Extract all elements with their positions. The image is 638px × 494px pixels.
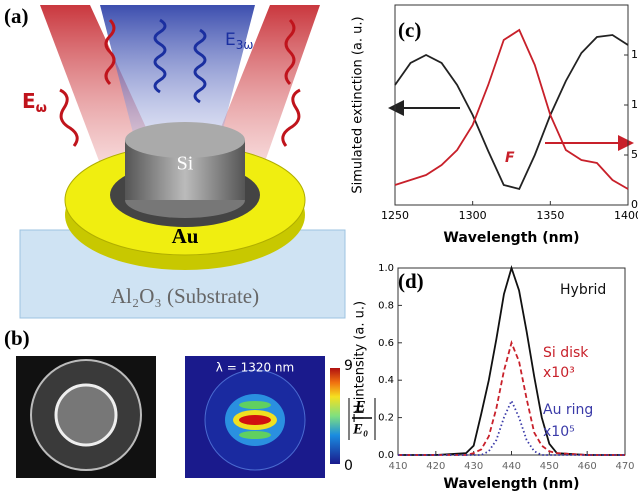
y2-tick-label: 1 [631, 98, 638, 111]
field-blob [239, 401, 271, 409]
series-line [394, 34, 629, 191]
e-omega-sub: ω [36, 101, 47, 116]
e-3omega-main: E [225, 30, 236, 50]
y2-tick-label: 0 [631, 198, 638, 211]
x-axis-label: Wavelength (nm) [443, 230, 579, 246]
series-line [394, 28, 629, 190]
x-tick-label: 1300 [459, 209, 487, 222]
y-tick-label: 0.0 [378, 450, 394, 461]
panel-label: (a) [4, 4, 29, 28]
y-tick-label: 1.0 [378, 263, 394, 274]
x-tick-label: 410 [388, 461, 407, 472]
x-tick-label: 420 [426, 461, 445, 472]
y-axis-label: Simulated extinction (a. u.) [351, 16, 366, 193]
x-tick-label: 470 [615, 461, 634, 472]
y2-tick-label: 5 [631, 148, 638, 161]
series-label: Hybrid [560, 282, 606, 298]
colorbar-num: E [354, 399, 366, 416]
series-label: F [505, 150, 515, 166]
sem-disk [54, 383, 118, 447]
colorbar-den: E₀ [352, 421, 368, 437]
wavelength-label: λ = 1320 nm [216, 361, 294, 375]
beam [100, 5, 255, 160]
x-axis-label: Wavelength (nm) [443, 476, 579, 492]
e-omega: Eω [22, 89, 47, 116]
panel-label: (b) [4, 326, 30, 350]
field-blob [239, 415, 271, 425]
series-label: Au ring [543, 402, 593, 418]
y-tick-label: 0.8 [378, 300, 394, 311]
e-omega-main: E [22, 89, 36, 113]
y-tick-label: 0.2 [378, 413, 394, 424]
y-axis-label: TH intensity (a. u.) [353, 301, 368, 423]
y-tick-label: 0.4 [378, 375, 394, 386]
scale-label: x10⁵ [543, 424, 575, 440]
si-label: Si [177, 153, 194, 175]
colorbar [330, 368, 340, 464]
scale-label: x10³ [543, 365, 575, 381]
x-tick-label: 1350 [536, 209, 564, 222]
x-tick-label: 430 [464, 461, 483, 472]
wave [59, 18, 301, 147]
wave [153, 18, 207, 104]
field-blob [239, 431, 271, 439]
x-tick-label: 450 [540, 461, 559, 472]
si-top [125, 122, 245, 158]
x-tick-label: 460 [578, 461, 597, 472]
substrate-label: Al₂O₃ (Substrate) [111, 284, 259, 308]
series-label: Si disk [543, 345, 589, 361]
schematic [19, 5, 346, 319]
y-tick-label: 0.6 [378, 338, 394, 349]
x-tick-label: 440 [502, 461, 521, 472]
x-tick-label: 1250 [381, 209, 409, 222]
panel-label: (c) [398, 18, 421, 42]
series-line [398, 398, 625, 456]
au-label: Au [172, 224, 199, 248]
colorbar-max: 9 [344, 358, 353, 374]
panel-label: (d) [398, 269, 424, 293]
series-line [398, 339, 625, 456]
e-3omega-sub: 3ω [236, 38, 254, 52]
e-3omega: E3ω [225, 30, 253, 52]
series-line [398, 264, 625, 456]
colorbar-min: 0 [344, 458, 353, 474]
y2-tick-label: 1 [631, 48, 638, 61]
